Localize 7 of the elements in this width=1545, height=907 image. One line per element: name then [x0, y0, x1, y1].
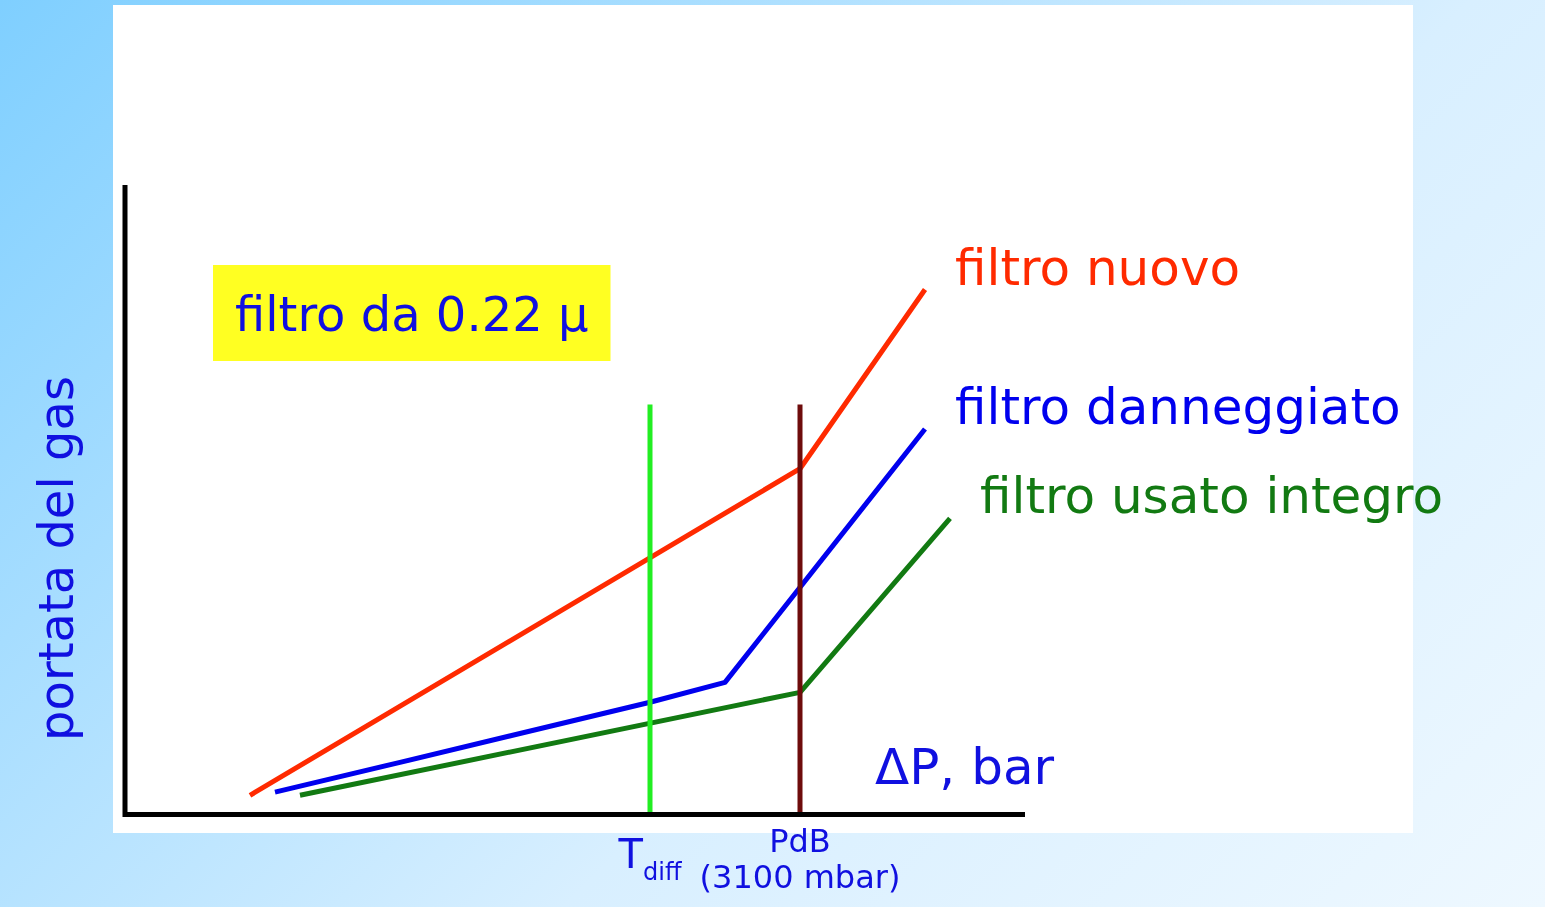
annotation: filtro da 0.22 μ: [235, 286, 589, 342]
series-label: filtro usato integro: [980, 467, 1444, 526]
x-axis-title: ΔP, bar: [875, 738, 1055, 796]
x-tick-label: PdB (3100 mbar): [699, 822, 901, 896]
y-axis-title: portata del gas: [28, 376, 84, 741]
series-label: filtro nuovo: [955, 238, 1241, 297]
series-label: filtro danneggiato: [955, 378, 1401, 437]
